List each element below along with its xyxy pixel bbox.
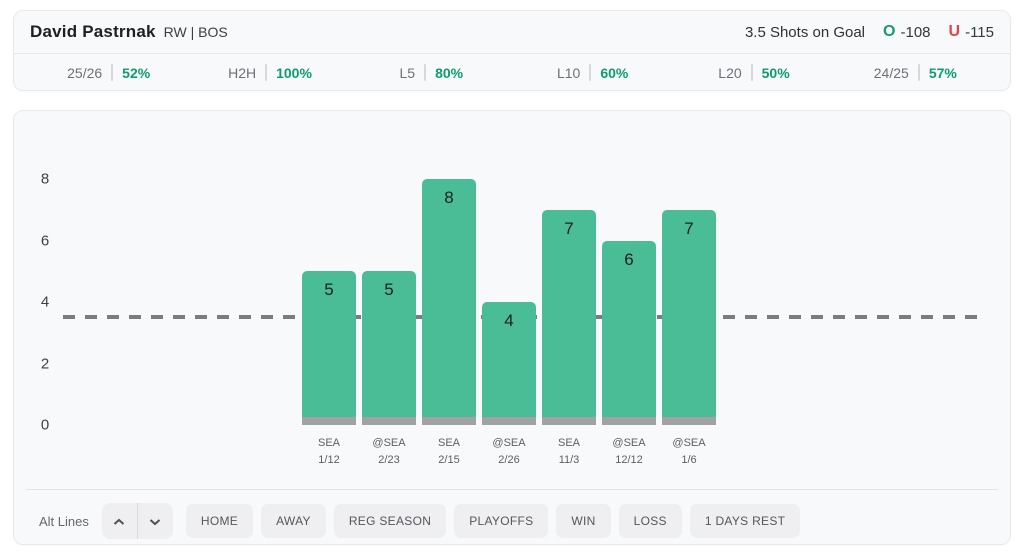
bar-base-segment — [482, 417, 536, 425]
split-label: 24/25 — [873, 64, 909, 81]
split-separator — [265, 64, 268, 81]
chart-controls: Alt Lines HOME AWAY REG SEASON PLAYOFFS WIN L… — [39, 503, 998, 539]
player-position-team: RW | BOS — [163, 24, 228, 40]
shots-chart-card: 5 SEA 1/12 5 @SEA 2/23 8 SEA 2/15 4 @SEA 2/26 7 S… — [13, 110, 1011, 545]
filter-button-home[interactable]: HOME — [185, 504, 254, 538]
split-cell-24-25: 24/25 57% — [835, 64, 996, 81]
under-odds-value: -115 — [965, 23, 994, 41]
chart-bar-sea-113[interactable]: 7 SEA 11/3 — [542, 209, 596, 466]
player-header: David Pastrnak RW | BOS 3.5 Shots on Goa… — [14, 11, 1010, 54]
split-label: H2H — [228, 64, 257, 81]
bar-value-label: 8 — [444, 188, 454, 207]
over-icon: O — [883, 23, 896, 40]
filter-button-playoffs[interactable]: PLAYOFFS — [454, 504, 549, 538]
over-odds: O -108 — [883, 23, 930, 41]
split-hit-rate: 52% — [122, 64, 151, 81]
x-axis-label: @SEA 1/6 — [672, 437, 706, 466]
under-odds: U -115 — [949, 23, 994, 41]
under-icon: U — [948, 23, 961, 40]
split-separator — [111, 64, 114, 81]
stepper-divider — [136, 503, 138, 539]
filter-button-away[interactable]: AWAY — [261, 504, 326, 538]
controls-divider — [26, 489, 998, 490]
split-hit-rate: 80% — [435, 64, 464, 81]
player-prop-card: David Pastrnak RW | BOS 3.5 Shots on Goa… — [13, 10, 1011, 91]
filter-button-1-days-rest[interactable]: 1 DAYS REST — [689, 504, 801, 538]
x-axis-label: @SEA 2/26 — [492, 437, 526, 466]
chart-bar-sea-112[interactable]: 5 SEA 1/12 — [302, 271, 356, 466]
split-label: 25/26 — [67, 64, 103, 81]
alt-line-up-button[interactable] — [102, 503, 137, 539]
split-separator — [589, 64, 592, 81]
bar-base-segment — [422, 417, 476, 425]
filter-button-win[interactable]: WIN — [556, 504, 611, 538]
chart-bar-sea-223[interactable]: 5 @SEA 2/23 — [362, 271, 416, 466]
player-name: David Pastrnak — [30, 22, 156, 41]
bar-base-segment — [602, 417, 656, 425]
alt-lines-label: Alt Lines — [39, 513, 89, 529]
bar-base-segment — [662, 417, 716, 425]
bar-value-label: 6 — [624, 249, 634, 269]
prop-line-label: 3.5 Shots on Goal — [744, 23, 866, 41]
bar-base-segment — [542, 417, 596, 425]
y-tick-2: 2 — [40, 355, 50, 372]
bars-group: 5 SEA 1/12 5 @SEA 2/23 8 SEA 2/15 4 @SEA 2/26 7 S… — [302, 179, 716, 466]
chevron-up-icon — [113, 514, 125, 529]
filter-button-loss[interactable]: LOSS — [618, 504, 682, 538]
x-axis-label: @SEA 2/23 — [372, 437, 406, 466]
split-cell-l10: L10 60% — [512, 64, 673, 81]
y-tick-8: 8 — [40, 170, 50, 188]
bar-value-label: 7 — [684, 218, 694, 238]
chart-bar-sea-16[interactable]: 7 @SEA 1/6 — [662, 209, 716, 466]
chart-bar-sea-1212[interactable]: 6 @SEA 12/12 — [602, 240, 656, 466]
bar-value-label: 5 — [324, 280, 334, 300]
split-hit-rate: 57% — [928, 64, 957, 81]
split-hit-rate: 60% — [600, 64, 629, 81]
split-label: L10 — [556, 64, 581, 81]
x-axis-label: SEA 2/15 — [437, 437, 460, 466]
alt-lines-stepper — [101, 503, 173, 539]
split-separator — [424, 64, 427, 81]
chevron-down-icon — [149, 514, 161, 529]
x-axis-label: @SEA 12/12 — [612, 437, 646, 466]
alt-line-down-button[interactable] — [138, 503, 173, 539]
split-hit-rate: 100% — [276, 64, 312, 81]
bar-value-label: 7 — [564, 218, 574, 238]
x-axis-label: SEA 1/12 — [317, 437, 340, 466]
split-separator — [750, 64, 753, 81]
bar-base-segment — [302, 417, 356, 425]
bar-chart: 5 SEA 1/12 5 @SEA 2/23 8 SEA 2/15 4 @SEA 2/26 7 S… — [14, 111, 1010, 466]
y-tick-6: 6 — [40, 232, 50, 249]
split-label: L5 — [399, 64, 416, 81]
over-odds-value: -108 — [900, 23, 931, 41]
y-tick-4: 4 — [40, 293, 50, 311]
hit-rate-splits-row: 25/26 52% H2H 100% L5 80% L10 60% L20 50% 24/25 57% — [14, 54, 1010, 91]
x-axis-label: SEA 11/3 — [557, 437, 580, 466]
chart-bar-sea-215[interactable]: 8 SEA 2/15 — [422, 179, 476, 466]
filter-buttons-group: HOME AWAY REG SEASON PLAYOFFS WIN LOSS 1 DAYS … — [185, 504, 801, 538]
split-hit-rate: 50% — [761, 64, 790, 81]
chart-bar-sea-226[interactable]: 4 @SEA 2/26 — [482, 302, 536, 466]
split-label: L20 — [718, 64, 742, 81]
split-cell-l20: L20 50% — [673, 64, 834, 81]
filter-button-reg-season[interactable]: REG SEASON — [333, 504, 447, 538]
split-cell-l5: L5 80% — [351, 64, 512, 81]
bar-value-label: 4 — [504, 311, 514, 330]
bar-base-segment — [362, 417, 416, 425]
split-cell-25-26: 25/26 52% — [28, 64, 189, 81]
split-cell-h2h: H2H 100% — [189, 64, 350, 81]
y-tick-0: 0 — [40, 416, 50, 434]
bar-value-label: 5 — [384, 280, 394, 300]
split-separator — [917, 64, 920, 81]
